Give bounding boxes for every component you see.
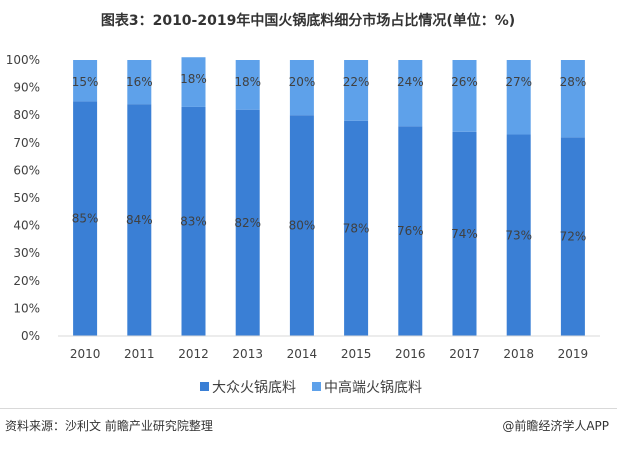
y-tick-label: 30%: [13, 246, 40, 260]
x-tick-label: 2010: [70, 347, 101, 361]
bar-series: 85% 15% 84% 16% 83% 18% 82% 18% 80% 20% 78% 22% 76% 2…: [72, 57, 587, 337]
bar-high-end-2013: [235, 60, 260, 110]
legend-label-series-1: 大众火锅底料: [212, 380, 296, 396]
bar-mass-market-2018: [506, 134, 531, 336]
x-tick-label: 2016: [395, 347, 426, 361]
data-label-mass-market-2010: 85%: [72, 212, 99, 226]
data-label-mass-market-2016: 76%: [397, 224, 424, 238]
y-axis: 0% 10% 20% 30% 40% 50% 60% 70% 80% 90% 100%: [6, 53, 40, 343]
x-tick-label: 2015: [341, 347, 372, 361]
footer-divider: [0, 408, 617, 409]
legend-swatch-series-1: [200, 382, 209, 391]
y-tick-label: 60%: [13, 163, 40, 177]
data-label-high-end-2012: 18%: [180, 72, 207, 86]
brand-credit: @前瞻经济学人APP: [502, 419, 609, 433]
x-axis: 2010 2011 2012 2013 2014 2015 2016 2017 2018 2019: [58, 335, 600, 361]
data-label-mass-market-2015: 78%: [343, 221, 370, 235]
chart-title: 图表3：2010-2019年中国火锅底料细分市场占比情况(单位：%): [101, 12, 515, 29]
data-label-high-end-2011: 16%: [126, 75, 153, 89]
bar-high-end-2015: [344, 60, 369, 121]
bar-high-end-2012: [181, 57, 206, 107]
y-tick-label: 90%: [13, 81, 40, 95]
bar-high-end-2018: [506, 60, 531, 135]
x-tick-label: 2012: [178, 347, 209, 361]
bar-mass-market-2012: [181, 106, 206, 336]
y-tick-label: 100%: [6, 53, 40, 67]
data-label-high-end-2018: 27%: [505, 75, 532, 89]
x-tick-label: 2018: [503, 347, 534, 361]
data-label-mass-market-2012: 83%: [180, 214, 207, 228]
data-label-mass-market-2013: 82%: [234, 216, 261, 230]
data-label-high-end-2013: 18%: [234, 75, 261, 89]
bar-mass-market-2019: [560, 137, 585, 336]
footer: 资料来源：沙利文 前瞻产业研究院整理 @前瞻经济学人APP: [5, 417, 609, 439]
bar-high-end-2016: [398, 60, 423, 127]
bar-high-end-2017: [452, 60, 477, 132]
y-tick-label: 20%: [13, 274, 40, 288]
data-label-high-end-2019: 28%: [560, 75, 587, 89]
legend-label-series-2: 中高端火锅底料: [324, 379, 422, 396]
bar-mass-market-2014: [289, 115, 314, 336]
data-label-high-end-2016: 24%: [397, 75, 424, 89]
y-tick-label: 80%: [13, 108, 40, 122]
data-label-mass-market-2014: 80%: [289, 219, 316, 233]
data-label-mass-market-2019: 72%: [560, 230, 587, 244]
x-tick-label: 2013: [232, 347, 263, 361]
bar-mass-market-2016: [398, 126, 423, 337]
x-tick-label: 2014: [287, 347, 318, 361]
bar-high-end-2019: [560, 60, 585, 138]
data-label-high-end-2017: 26%: [451, 75, 478, 89]
bar-mass-market-2015: [344, 120, 369, 336]
x-tick-label: 2011: [124, 347, 155, 361]
bar-mass-market-2010: [73, 101, 98, 337]
legend: 大众火锅底料 中高端火锅底料: [200, 379, 422, 396]
bar-high-end-2011: [127, 60, 152, 105]
data-label-mass-market-2017: 74%: [451, 227, 478, 241]
data-label-high-end-2010: 15%: [72, 75, 99, 89]
data-label-mass-market-2018: 73%: [505, 228, 532, 242]
bar-high-end-2014: [289, 60, 314, 116]
data-label-high-end-2014: 20%: [289, 75, 316, 89]
x-tick-label: 2019: [558, 347, 589, 361]
data-label-mass-market-2011: 84%: [126, 213, 153, 227]
y-tick-label: 40%: [13, 219, 40, 233]
y-tick-label: 10%: [13, 301, 40, 315]
y-tick-label: 0%: [21, 329, 40, 343]
source-note: 资料来源：沙利文 前瞻产业研究院整理: [5, 419, 213, 433]
bar-high-end-2010: [73, 60, 98, 102]
bar-mass-market-2017: [452, 131, 477, 336]
bar-mass-market-2013: [235, 109, 260, 337]
bar-mass-market-2011: [127, 104, 152, 336]
y-tick-label: 50%: [13, 191, 40, 205]
x-tick-label: 2017: [449, 347, 480, 361]
data-label-high-end-2015: 22%: [343, 75, 370, 89]
y-tick-label: 70%: [13, 136, 40, 150]
legend-swatch-series-2: [312, 382, 321, 391]
